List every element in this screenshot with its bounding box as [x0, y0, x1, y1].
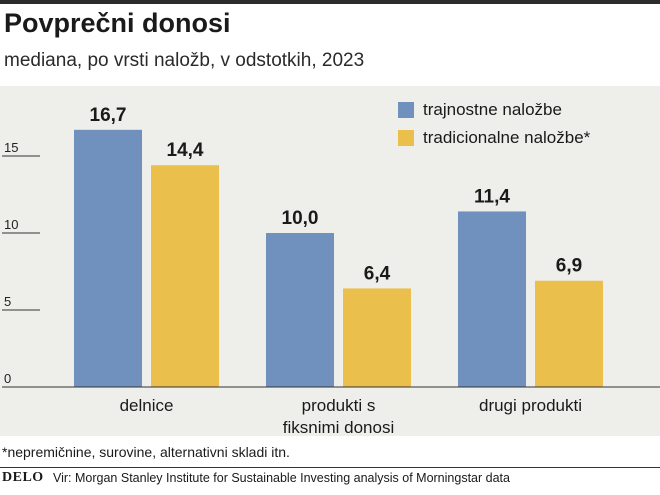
y-tick-label-5: 5	[4, 294, 11, 309]
value-label-2-series-1: 10,0	[282, 208, 319, 229]
bar-1-series-1	[74, 129, 142, 387]
value-label-1-series-1: 16,7	[90, 105, 127, 126]
bar-2-series-1	[266, 233, 334, 387]
value-label-1-series-2: 14,4	[167, 140, 204, 161]
delo-logo: DELO	[2, 470, 44, 485]
bar-chart: 0 5 10 15 16,7 14,4 delnice 10,0 6,4 produkti s fi…	[2, 105, 660, 437]
category-label-2-line-2: fiksnimi donosi	[283, 418, 395, 437]
legend-label-series-2: tradicionalne naložbe*	[423, 128, 591, 147]
category-label-1-line-1: delnice	[120, 396, 174, 415]
legend-swatch-series-2	[398, 130, 414, 146]
source-note: Vir: Morgan Stanley Institute for Sustai…	[53, 471, 510, 485]
bar-3-series-2	[535, 280, 603, 387]
value-label-2-series-2: 6,4	[364, 263, 391, 284]
category-label-2-line-1: produkti s	[302, 396, 376, 415]
top-rule	[0, 0, 660, 4]
footnote: *nepremičnine, surovine, alternativni sk…	[2, 444, 290, 460]
legend-item-series-1: trajnostne naložbe	[398, 96, 590, 124]
category-label-3-line-1: drugi produkti	[479, 396, 582, 415]
value-label-3-series-1: 11,4	[474, 186, 510, 207]
bar-3-series-1	[458, 211, 526, 387]
value-label-3-series-2: 6,9	[556, 256, 582, 277]
chart-subtitle: mediana, po vrsti naložb, v odstotkih, 2…	[4, 50, 365, 71]
bar-2-series-2	[343, 288, 411, 387]
legend-item-series-2: tradicionalne naložbe*	[398, 124, 590, 152]
y-tick-label-10: 10	[4, 217, 18, 232]
y-tick-label-15: 15	[4, 140, 18, 155]
y-tick-label-0: 0	[4, 371, 11, 386]
legend-swatch-series-1	[398, 102, 414, 118]
footer-rule	[0, 467, 660, 468]
legend-label-series-1: trajnostne naložbe	[423, 100, 562, 119]
legend: trajnostne naložbe tradicionalne naložbe…	[398, 96, 590, 152]
chart-title: Povprečni donosi	[4, 8, 231, 38]
bar-1-series-2	[151, 165, 219, 387]
